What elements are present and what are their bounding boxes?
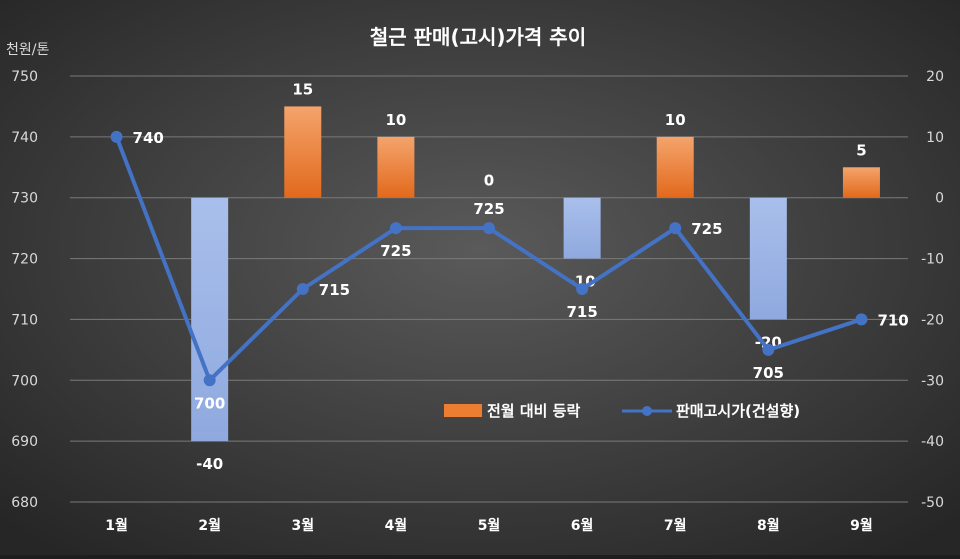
legend-label-line: 판매고시가(건설향) xyxy=(676,402,800,420)
y-left-tick-label: 690 xyxy=(11,434,38,450)
line-label-0: 740 xyxy=(133,129,164,147)
line-data-labels: 740 700 715 725 725 715 725 705 710 xyxy=(133,129,909,412)
y-right-tick-label: -40 xyxy=(921,434,944,450)
line-point-1 xyxy=(203,374,216,387)
line-point-3 xyxy=(389,222,402,235)
line-label-2: 715 xyxy=(319,281,350,299)
bar-6 xyxy=(656,136,694,198)
line-point-5 xyxy=(576,283,589,295)
line-series xyxy=(110,130,868,387)
y-left-tick-label: 710 xyxy=(11,312,38,328)
bar-label-6: 10 xyxy=(665,111,686,129)
x-tick-label: 8월 xyxy=(757,517,780,534)
bar-label-8: 5 xyxy=(856,141,866,159)
line-label-8: 710 xyxy=(877,311,908,329)
line-label-4: 725 xyxy=(473,200,504,218)
legend-label-bar: 전월 대비 등락 xyxy=(487,402,580,420)
x-tick-label: 7월 xyxy=(664,517,687,534)
legend-swatch-marker xyxy=(642,406,652,416)
bar-label-2: 15 xyxy=(292,80,313,98)
legend-swatch-bar xyxy=(444,404,482,417)
x-tick-label: 2월 xyxy=(198,517,221,534)
y-left-axis: 750 740 730 720 710 700 690 680 xyxy=(11,69,38,511)
x-tick-label: 4월 xyxy=(385,517,408,534)
x-tick-label: 9월 xyxy=(850,517,873,534)
chart-title: 철근 판매(고시)가격 추이 xyxy=(370,25,586,49)
legend: 전월 대비 등락 판매고시가(건설향) xyxy=(444,402,800,420)
line-label-6: 725 xyxy=(691,220,722,238)
x-axis: 1월 2월 3월 4월 5월 6월 7월 8월 9월 xyxy=(105,517,873,534)
y-left-tick-label: 700 xyxy=(11,373,38,389)
y-left-unit: 천원/톤 xyxy=(6,42,49,58)
line-point-8 xyxy=(855,313,868,326)
x-tick-label: 3월 xyxy=(291,517,314,534)
y-right-axis: 20 10 0 -10 -20 -30 -40 -50 xyxy=(921,69,944,511)
line-label-1: 700 xyxy=(194,394,225,412)
bar-7 xyxy=(749,197,787,320)
line-point-0 xyxy=(110,130,123,143)
bar-label-4: 0 xyxy=(484,172,494,190)
line-point-4 xyxy=(483,222,495,235)
bar-2 xyxy=(284,106,322,198)
y-right-tick-label: -50 xyxy=(921,495,944,511)
bar-1 xyxy=(191,197,229,442)
bar-8 xyxy=(842,167,880,198)
y-left-tick-label: 730 xyxy=(11,191,38,207)
y-left-tick-label: 720 xyxy=(11,252,38,268)
y-right-tick-label: -20 xyxy=(921,312,944,328)
y-left-tick-label: 740 xyxy=(11,130,38,146)
line-point-2 xyxy=(296,283,309,295)
line-label-3: 725 xyxy=(380,242,411,260)
y-right-tick-label: -30 xyxy=(921,373,944,389)
bar-series xyxy=(191,106,880,442)
y-left-tick-label: 750 xyxy=(11,69,38,85)
bar-label-3: 10 xyxy=(385,111,406,129)
bar-5 xyxy=(563,197,601,259)
y-right-tick-label: 20 xyxy=(926,69,944,85)
line-point-7 xyxy=(762,343,775,356)
y-right-tick-label: 10 xyxy=(926,130,944,146)
bar-3 xyxy=(377,136,415,198)
line-label-7: 705 xyxy=(753,364,784,382)
x-tick-label: 5월 xyxy=(478,517,501,534)
bar-label-1: -40 xyxy=(196,455,223,473)
line-point-6 xyxy=(669,222,682,235)
y-right-tick-label: 0 xyxy=(935,191,944,207)
line-label-5: 715 xyxy=(566,303,597,321)
x-tick-label: 6월 xyxy=(571,517,594,534)
y-right-tick-label: -10 xyxy=(921,252,944,268)
x-tick-label: 1월 xyxy=(105,517,128,534)
y-left-tick-label: 680 xyxy=(11,495,38,511)
